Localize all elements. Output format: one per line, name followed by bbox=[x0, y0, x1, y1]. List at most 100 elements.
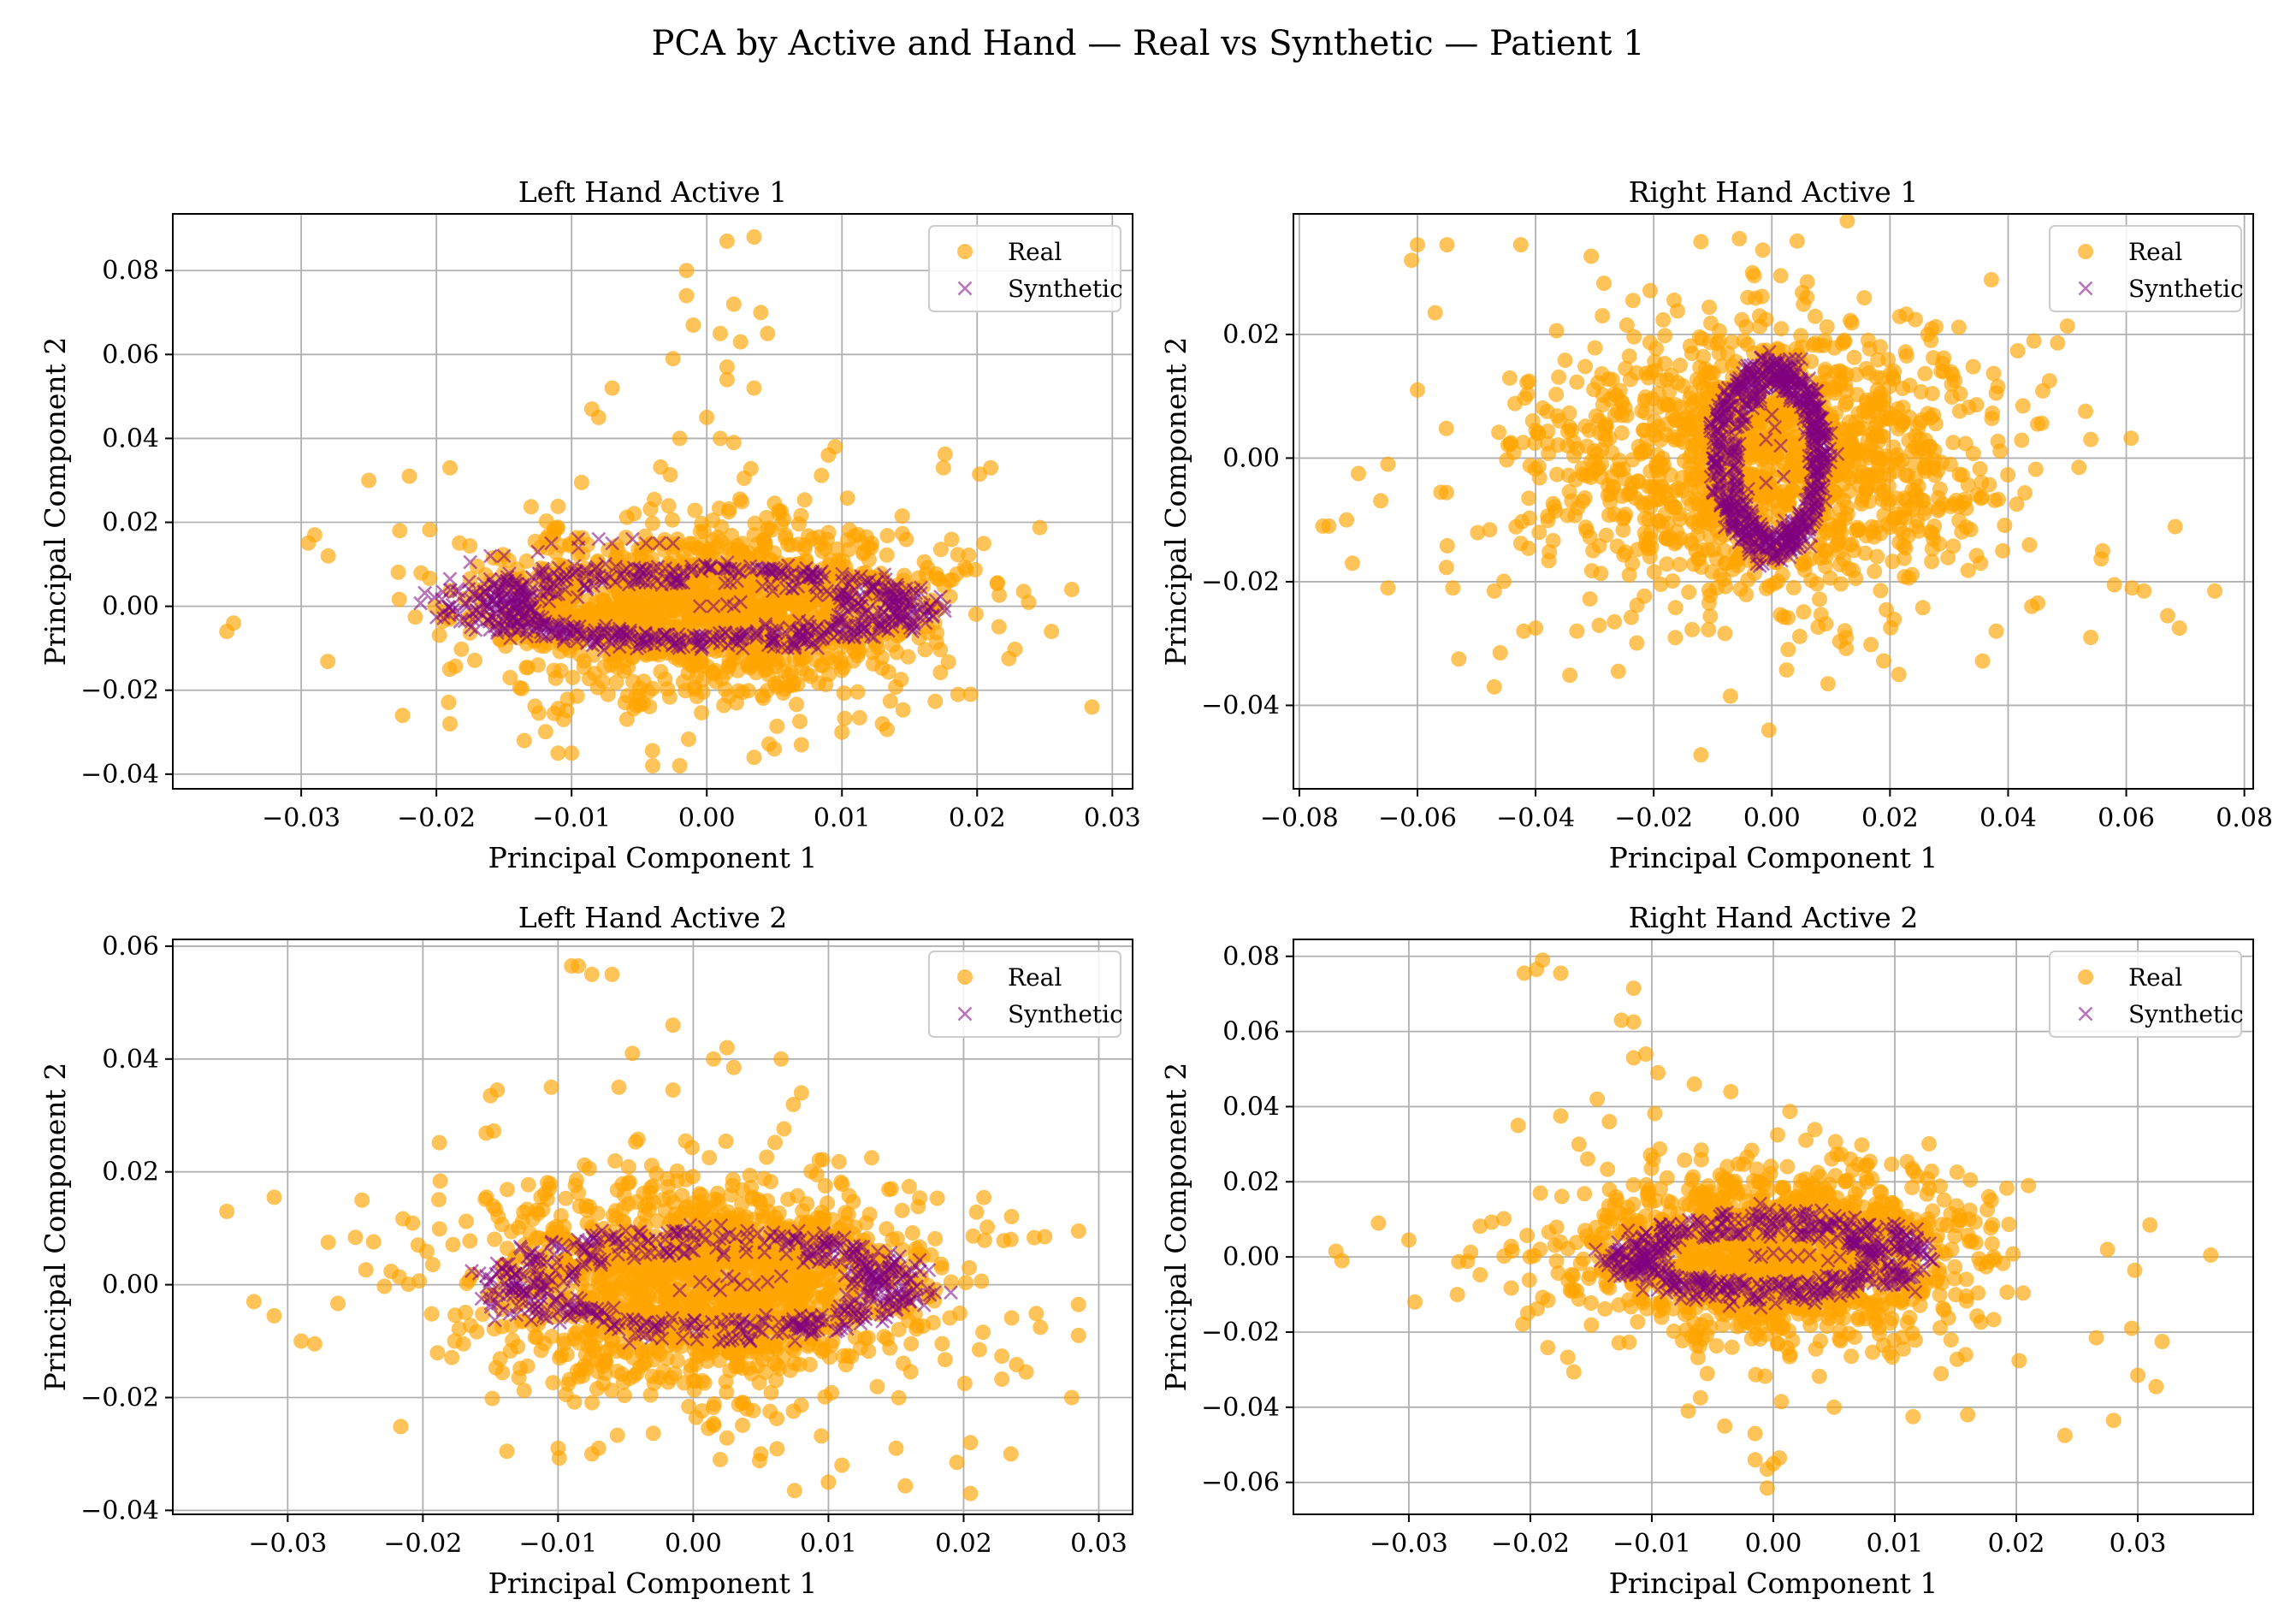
real-point bbox=[559, 702, 575, 719]
real-point bbox=[1519, 375, 1536, 390]
synthetic-point bbox=[1804, 485, 1820, 500]
real-point bbox=[441, 695, 457, 710]
real-point bbox=[1914, 600, 1931, 616]
real-point bbox=[1705, 364, 1721, 381]
real-point bbox=[834, 724, 850, 740]
legend-box bbox=[2049, 225, 2242, 312]
real-point bbox=[829, 541, 845, 557]
real-point bbox=[1665, 573, 1681, 589]
real-point bbox=[1876, 653, 1891, 669]
synthetic-point bbox=[1708, 468, 1724, 483]
real-point bbox=[1684, 621, 1701, 637]
real-point bbox=[1701, 595, 1717, 611]
real-point bbox=[1879, 601, 1895, 618]
real-point bbox=[1812, 337, 1827, 353]
x-tick-label: 0.08 bbox=[2216, 803, 2273, 833]
synthetic-point bbox=[541, 594, 557, 609]
real-point bbox=[462, 1233, 478, 1249]
real-point bbox=[766, 651, 783, 667]
real-point bbox=[487, 1231, 503, 1247]
real-point bbox=[746, 229, 762, 245]
real-point bbox=[1427, 305, 1443, 321]
real-point bbox=[1575, 494, 1591, 510]
real-point bbox=[553, 662, 569, 678]
x-axis-label: Principal Component 1 bbox=[1609, 841, 1938, 874]
real-point bbox=[1832, 501, 1848, 518]
real-point bbox=[1654, 479, 1671, 495]
real-point bbox=[1548, 323, 1565, 339]
real-point bbox=[1515, 435, 1531, 451]
real-point bbox=[713, 430, 728, 447]
real-point bbox=[1612, 453, 1627, 469]
real-point bbox=[983, 459, 999, 476]
real-point bbox=[694, 705, 710, 721]
real-point bbox=[1445, 580, 1461, 596]
real-point bbox=[2021, 536, 2038, 553]
real-point bbox=[693, 658, 709, 674]
real-point bbox=[530, 705, 547, 721]
real-point bbox=[1672, 556, 1688, 572]
real-point bbox=[442, 459, 458, 476]
synthetic-point bbox=[1823, 454, 1838, 470]
real-point bbox=[1636, 511, 1653, 527]
real-point bbox=[2207, 583, 2223, 599]
real-point bbox=[2015, 398, 2031, 414]
real-point bbox=[459, 1213, 474, 1229]
real-point bbox=[1535, 400, 1551, 416]
synthetic-point bbox=[906, 613, 921, 629]
real-point bbox=[688, 596, 704, 613]
real-point bbox=[608, 674, 624, 690]
real-point bbox=[1780, 642, 1796, 658]
real-point bbox=[719, 233, 735, 249]
real-point bbox=[1869, 548, 1885, 565]
synthetic-point bbox=[495, 592, 511, 607]
real-point bbox=[1796, 604, 1812, 620]
real-point bbox=[759, 510, 775, 525]
real-point bbox=[1838, 366, 1855, 382]
synthetic-point bbox=[660, 627, 676, 642]
synthetic-point bbox=[882, 582, 897, 597]
real-point bbox=[576, 660, 592, 676]
real-point bbox=[701, 541, 718, 557]
real-point bbox=[595, 593, 612, 609]
real-point bbox=[1752, 318, 1768, 335]
real-point bbox=[2071, 459, 2087, 476]
real-point bbox=[1520, 540, 1536, 556]
y-tick-label: 0.04 bbox=[102, 424, 159, 453]
synthetic-point bbox=[1782, 530, 1797, 546]
real-point bbox=[796, 492, 813, 508]
real-point bbox=[1410, 237, 1425, 253]
real-point bbox=[1654, 518, 1671, 534]
real-point bbox=[1701, 299, 1718, 316]
synthetic-point bbox=[635, 632, 650, 648]
real-point bbox=[1451, 651, 1467, 667]
real-point bbox=[1910, 421, 1926, 436]
synthetic-point bbox=[1815, 445, 1830, 460]
real-point bbox=[1604, 371, 1620, 388]
real-point bbox=[2159, 607, 2175, 624]
real-point bbox=[1755, 462, 1772, 478]
real-point bbox=[1896, 550, 1912, 566]
synthetic-point bbox=[511, 615, 526, 631]
synthetic-point bbox=[1791, 379, 1807, 394]
real-point bbox=[634, 611, 649, 627]
x-tick-label: −0.06 bbox=[1378, 803, 1457, 833]
synthetic-point bbox=[853, 619, 868, 634]
synthetic-point bbox=[666, 637, 682, 652]
synthetic-point bbox=[1744, 503, 1760, 518]
real-point bbox=[1579, 438, 1595, 454]
synthetic-point bbox=[598, 556, 613, 572]
synthetic-point bbox=[579, 580, 595, 595]
synthetic-point bbox=[630, 572, 645, 586]
real-point bbox=[1701, 622, 1717, 637]
real-point bbox=[678, 263, 695, 279]
real-point bbox=[917, 642, 933, 658]
real-point bbox=[358, 1262, 374, 1278]
real-point bbox=[638, 647, 654, 663]
real-point bbox=[1562, 667, 1578, 684]
real-point bbox=[1601, 391, 1618, 407]
real-point bbox=[1618, 360, 1634, 376]
real-point bbox=[618, 509, 635, 525]
synthetic-point bbox=[629, 641, 644, 656]
real-point bbox=[1634, 403, 1650, 419]
